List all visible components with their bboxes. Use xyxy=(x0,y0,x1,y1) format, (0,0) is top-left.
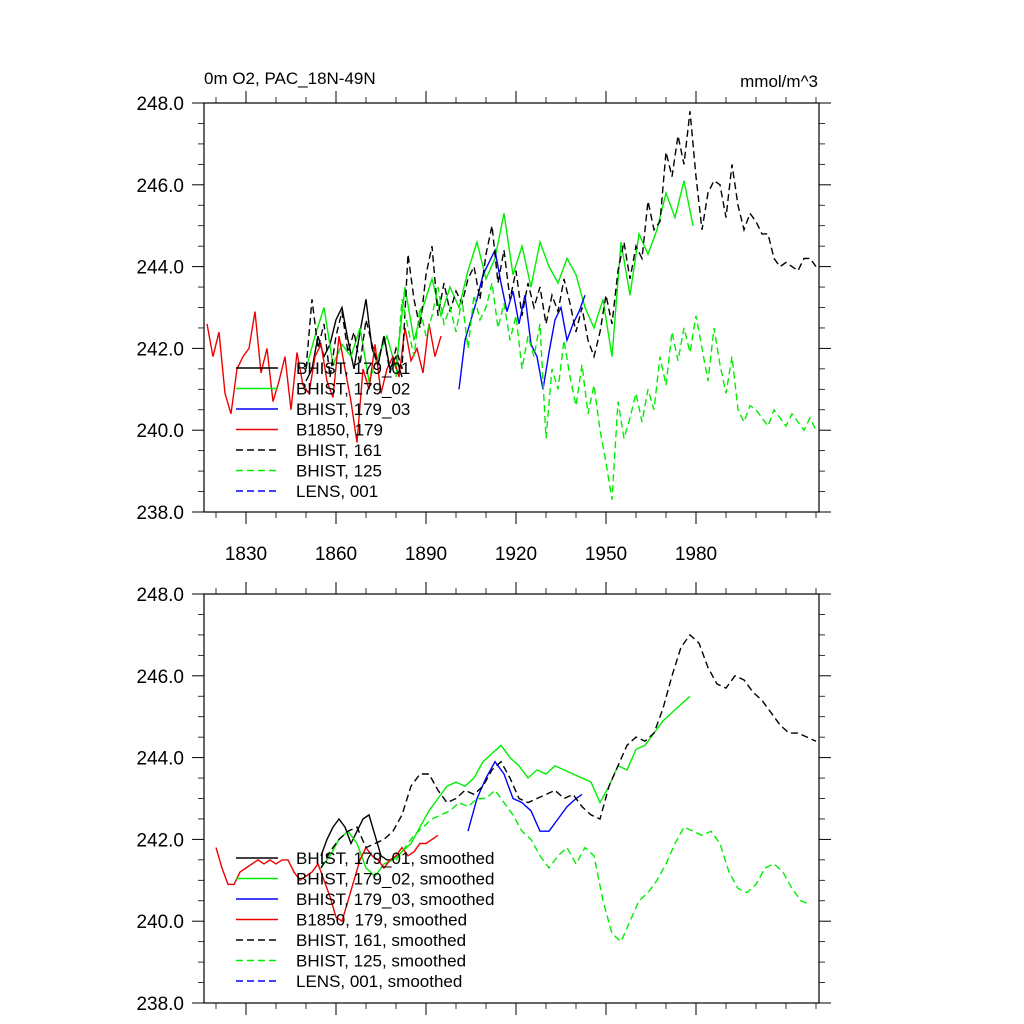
y-tick-label: 242.0 xyxy=(136,830,184,851)
y-tick-label: 238.0 xyxy=(136,503,184,524)
y-tick-label: 244.0 xyxy=(136,258,184,279)
legend-label: BHIST, 125, smoothed xyxy=(296,952,466,971)
y-tick-label: 246.0 xyxy=(136,667,184,688)
series-line-6 xyxy=(395,282,817,500)
x-tick-label: 1950 xyxy=(585,544,627,565)
legend: BHIST, 179_01, smoothed BHIST, 179_02, sm… xyxy=(236,849,494,991)
legend-label: BHIST, 179_01 xyxy=(296,359,410,378)
series-line-3 xyxy=(458,247,586,390)
legend-label: LENS, 001, smoothed xyxy=(296,972,462,991)
series-line-4 xyxy=(215,834,439,923)
series-line-1 xyxy=(320,813,393,861)
x-tick-label: 1830 xyxy=(225,544,267,565)
chart-units: mmol/m^3 xyxy=(740,72,818,91)
plot-panel-bottom: 238.0 240.0 242.0 244.0 246.0 248.0 BHIST, 179… xyxy=(136,582,831,1015)
legend-label: BHIST, 161 xyxy=(296,441,382,460)
legend-label: BHIST, 179_02, smoothed xyxy=(296,870,494,889)
legend-label: BHIST, 179_03 xyxy=(296,400,410,419)
y-tick-label: 240.0 xyxy=(136,421,184,442)
legend-label: B1850, 179 xyxy=(296,421,383,440)
chart-title-left: 0m O2, PAC_18N-49N xyxy=(204,69,376,88)
x-tick-label: 1890 xyxy=(405,544,447,565)
legend-label: BHIST, 125 xyxy=(296,462,382,481)
x-tick-label: 1920 xyxy=(495,544,537,565)
y-tick-label: 244.0 xyxy=(136,749,184,770)
legend-label: B1850, 179, smoothed xyxy=(296,911,467,930)
y-tick-label: 240.0 xyxy=(136,912,184,933)
y-tick-label: 242.0 xyxy=(136,339,184,360)
y-tick-label: 238.0 xyxy=(136,994,184,1015)
series-line-4 xyxy=(206,311,442,443)
y-tick-label: 246.0 xyxy=(136,176,184,197)
y-tick-label: 248.0 xyxy=(136,94,184,115)
y-tick-label: 248.0 xyxy=(136,585,184,606)
series-line-5 xyxy=(320,633,817,869)
legend-label: LENS, 001 xyxy=(296,482,378,501)
x-tick-label: 1860 xyxy=(315,544,357,565)
legend-label: BHIST, 179_02 xyxy=(296,380,410,399)
plot-panel-top: 238.0 240.0 242.0 244.0 246.0 248.0 1830 1860 18… xyxy=(136,91,831,565)
legend-label: BHIST, 161, smoothed xyxy=(296,931,466,950)
series-line-3 xyxy=(467,760,583,832)
series-line-6 xyxy=(395,789,811,943)
series-line-5 xyxy=(305,111,817,378)
legend-label: BHIST, 179_01, smoothed xyxy=(296,849,494,868)
legend-label: BHIST, 179_03, smoothed xyxy=(296,890,494,909)
x-tick-label: 1980 xyxy=(675,544,717,565)
series-line-2 xyxy=(305,180,694,384)
